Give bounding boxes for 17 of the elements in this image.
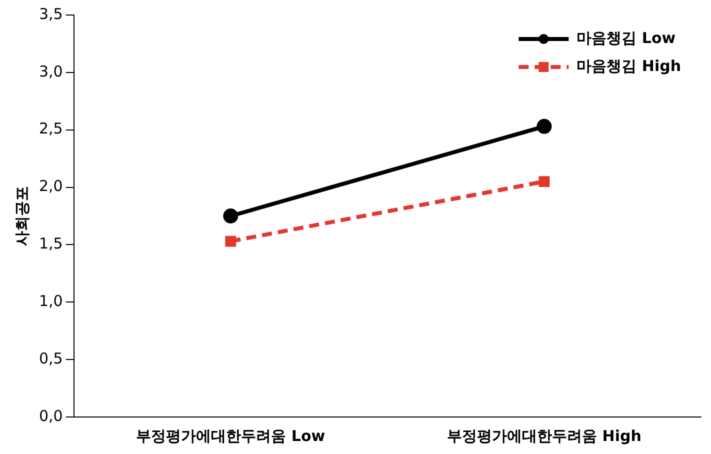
y-axis-title: 사회공포	[12, 186, 31, 246]
point	[538, 176, 550, 187]
y-tick-label: 2,5	[38, 120, 63, 138]
y-tick-label: 3,5	[38, 4, 63, 23]
point	[225, 236, 236, 247]
point	[223, 208, 238, 224]
y-tick-label: 2,0	[38, 177, 63, 196]
point	[536, 118, 552, 134]
legend-label: 마음챙김 Low	[576, 28, 676, 47]
y-tick-label: 0,5	[38, 349, 63, 368]
y-tick-label: 3,0	[38, 62, 63, 80]
y-tick-label: 1,0	[38, 292, 63, 310]
y-tick-label: 1,5	[38, 234, 63, 253]
x-tick-label: 부정평가에대한두려움 Low	[136, 426, 326, 445]
y-tick-label: 0,0	[38, 406, 63, 425]
x-tick-label: 부정평가에대한두려움 High	[447, 426, 642, 445]
legend-label: 마음챙김 High	[576, 56, 682, 75]
